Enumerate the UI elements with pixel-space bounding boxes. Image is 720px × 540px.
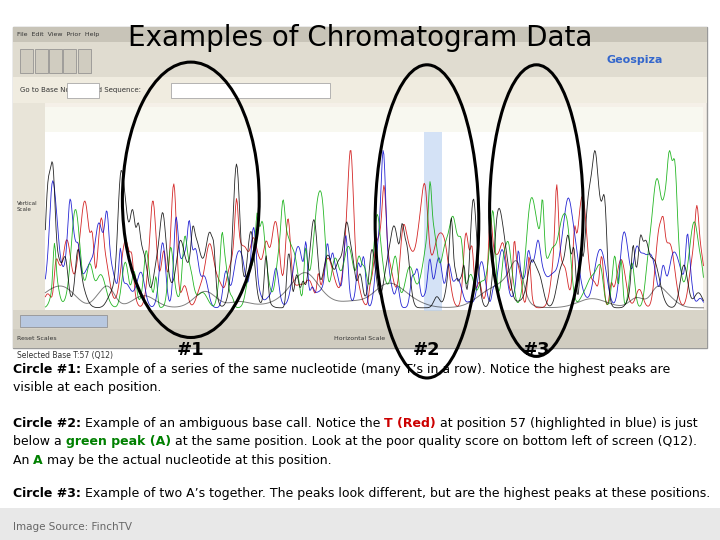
Text: at position 57 (highlighted in blue) is just: at position 57 (highlighted in blue) is … (436, 417, 698, 430)
Text: Circle #3:: Circle #3: (13, 487, 81, 500)
Text: Example of an ambiguous base call. Notice the: Example of an ambiguous base call. Notic… (81, 417, 384, 430)
Text: File  Edit  View  Prior  Help: File Edit View Prior Help (17, 32, 99, 37)
Bar (13, 329, 707, 348)
Text: green peak (A): green peak (A) (66, 435, 171, 448)
Bar (424, 132, 442, 310)
Text: visible at each position.: visible at each position. (13, 381, 161, 394)
Text: #1: #1 (177, 341, 204, 359)
Text: T (Red): T (Red) (384, 417, 436, 430)
Bar (67, 83, 99, 98)
Text: #2: #2 (413, 341, 441, 359)
Text: Horizontal Scale: Horizontal Scale (334, 336, 386, 341)
Bar (45, 107, 703, 132)
Bar (49, 49, 62, 73)
Text: Go to Base No.       Find Sequence:: Go to Base No. Find Sequence: (20, 87, 141, 93)
Text: Vertical
Scale: Vertical Scale (17, 201, 37, 212)
Bar (45, 107, 703, 310)
Text: Selected Base T:57 (Q12): Selected Base T:57 (Q12) (17, 351, 112, 360)
Text: Example of two A’s together. The peaks look different, but are the highest peaks: Example of two A’s together. The peaks l… (81, 487, 710, 500)
Bar (20, 49, 33, 73)
Text: Reset Scales: Reset Scales (17, 336, 56, 341)
Text: An: An (13, 454, 33, 467)
Bar (0, 508, 720, 540)
Text: A: A (33, 454, 43, 467)
Text: #3: #3 (523, 341, 550, 359)
Bar (63, 49, 76, 73)
Text: Image Source: FinchTV: Image Source: FinchTV (13, 522, 132, 531)
Bar (13, 27, 707, 42)
Bar (78, 49, 91, 73)
Text: Example of a series of the same nucleotide (many T’s in a row). Notice the highe: Example of a series of the same nucleoti… (81, 363, 670, 376)
Bar (171, 83, 330, 98)
Bar (13, 310, 707, 329)
Text: Geospiza: Geospiza (606, 55, 662, 65)
Text: may be the actual nucleotide at this position.: may be the actual nucleotide at this pos… (43, 454, 332, 467)
Text: below a: below a (13, 435, 66, 448)
Text: at the same position. Look at the poor quality score on bottom left of screen (Q: at the same position. Look at the poor q… (171, 435, 697, 448)
Bar (35, 49, 48, 73)
Bar (13, 103, 45, 310)
Text: Circle #1:: Circle #1: (13, 363, 81, 376)
Bar (20, 315, 107, 327)
Bar (13, 42, 707, 77)
Text: Examples of Chromatogram Data: Examples of Chromatogram Data (128, 24, 592, 52)
Bar (13, 27, 707, 348)
Bar (13, 77, 707, 103)
Text: Circle #2:: Circle #2: (13, 417, 81, 430)
